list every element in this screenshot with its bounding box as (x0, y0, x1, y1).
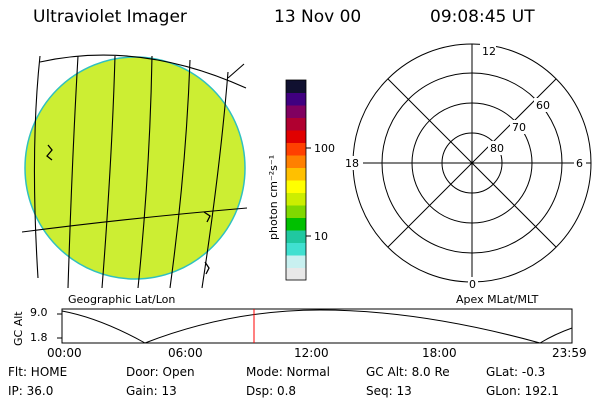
instrument-title: Ultraviolet Imager (33, 7, 187, 27)
color-bar-segment (286, 242, 306, 256)
color-bar-frame (285, 79, 307, 281)
color-bar-unit-label: photon cm⁻²s⁻¹ (267, 155, 280, 240)
alt-xtick-1200: 12:00 (294, 346, 329, 360)
altitude-plot (57, 308, 573, 344)
color-bar-segment (286, 155, 306, 168)
color-bar-segment (286, 80, 306, 93)
alt-xtick-2359: 23:59 (552, 346, 587, 360)
sequence-value: Seq: 13 (366, 384, 412, 398)
color-bar-segment (286, 192, 306, 206)
mlt-label-left: 18 (345, 157, 359, 170)
alt-ytick-min: 1.8 (30, 331, 48, 344)
mlt-label-top: 12 (482, 45, 496, 58)
mlt-label-bottom: 0 (469, 278, 476, 291)
lat-label-80: 80 (490, 142, 504, 155)
ip-value: IP: 36.0 (8, 384, 54, 398)
color-bar-segment (286, 255, 306, 268)
color-bar-segment (286, 130, 306, 143)
color-bar-segment (286, 217, 306, 231)
lat-label-70: 70 (512, 121, 526, 134)
mode-status: Mode: Normal (246, 365, 330, 379)
color-bar-segment (286, 142, 306, 156)
observation-time: 09:08:45 UT (430, 7, 535, 27)
earth-disk (24, 56, 246, 280)
left-panel-label: Geographic Lat/Lon (68, 293, 176, 306)
color-bar (286, 80, 306, 281)
gain-value: Gain: 13 (126, 384, 177, 398)
alt-ytick-max: 9.0 (30, 306, 48, 319)
color-bar-segment (286, 205, 306, 218)
earth-image (22, 54, 247, 289)
alt-xtick-0600: 06:00 (168, 346, 203, 360)
color-bar-segment (286, 117, 306, 131)
door-status: Door: Open (126, 365, 195, 379)
color-bar-segment (286, 167, 306, 181)
alt-plot-ylabel: GC Alt (12, 311, 25, 346)
color-bar-segment (286, 180, 306, 193)
color-bar-ticks: 100 10 (306, 142, 335, 243)
mlt-label-right: 6 (576, 157, 583, 170)
geo-latitude: GLat: -0.3 (486, 365, 546, 379)
alt-xtick-0000: 00:00 (47, 346, 82, 360)
color-bar-segment (286, 92, 306, 106)
gc-altitude: GC Alt: 8.0 Re (366, 365, 450, 379)
color-bar-tick-label: 100 (314, 142, 335, 155)
coastline (46, 144, 53, 161)
lat-label-60: 60 (536, 99, 550, 112)
display-value: Dsp: 0.8 (246, 384, 297, 398)
color-bar-tick-label: 10 (314, 230, 328, 243)
latitude-line (22, 207, 247, 233)
observation-date: 13 Nov 00 (274, 7, 362, 27)
color-bar-segment (286, 267, 306, 281)
alt-xtick-1800: 18:00 (422, 346, 457, 360)
right-panel-label: Apex MLat/MLT (456, 293, 539, 306)
polar-grid (352, 43, 592, 283)
altitude-curve (61, 309, 573, 344)
geo-longitude: GLon: 192.1 (486, 384, 559, 398)
longitude-lines (33, 55, 229, 289)
color-bar-segment (286, 105, 306, 118)
flight-status: Flt: HOME (8, 365, 68, 379)
color-bar-segment (286, 230, 306, 243)
